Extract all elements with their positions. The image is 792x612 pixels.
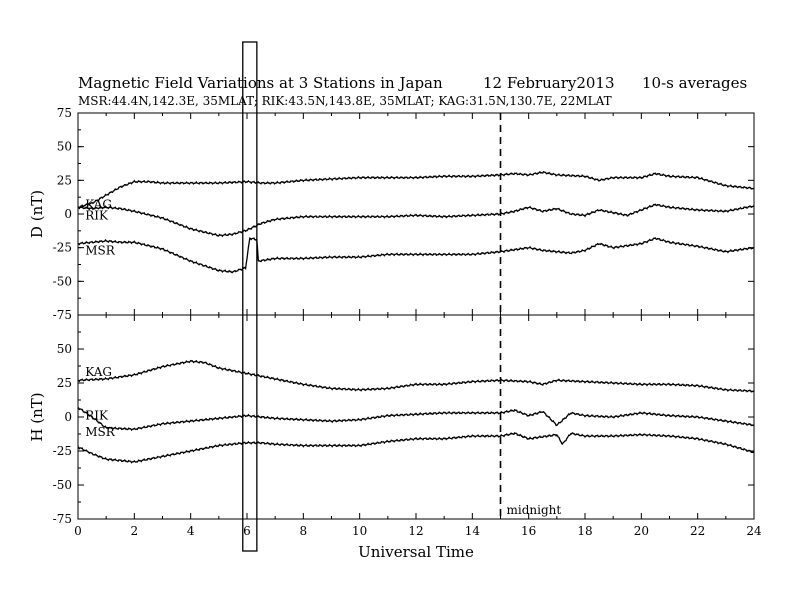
x-tick-label: 4	[187, 524, 195, 538]
y-tick-label: -50	[53, 478, 72, 492]
x-tick-label: 20	[634, 524, 649, 538]
y-tick-label: 50	[57, 140, 72, 154]
panel-frame-H	[77, 314, 755, 520]
series-line-D-kag	[78, 170, 754, 209]
stations-line: MSR:44.4N,142.3E, 35MLAT; RIK:43.5N,143.…	[78, 94, 612, 108]
averaging-label: 10-s averages	[642, 74, 747, 92]
highlight-box	[242, 41, 258, 552]
y-tick-label: -75	[53, 308, 72, 322]
series-label-H-kag: KAG	[85, 365, 112, 379]
x-tick-label: 2	[131, 524, 139, 538]
y-axis-label-D: D (nT)	[28, 190, 46, 238]
x-axis-label: Universal Time	[358, 543, 474, 561]
chart-title: Magnetic Field Variations at 3 Stations …	[78, 74, 443, 92]
chart-date: 12 February2013	[483, 74, 615, 92]
series-line-D-msr	[77, 237, 755, 274]
x-tick-label: 14	[465, 524, 481, 538]
y-tick-label: -25	[53, 444, 72, 458]
series-label-D-rik: RIK	[85, 208, 109, 222]
midnight-label: midnight	[507, 503, 562, 517]
x-tick-label: 0	[74, 524, 82, 538]
y-tick-label: 50	[57, 342, 72, 356]
y-tick-label: -75	[53, 512, 72, 526]
series-label-D-msr: MSR	[85, 243, 116, 257]
x-tick-label: 22	[690, 524, 705, 538]
x-tick-label: 6	[243, 524, 251, 538]
x-tick-label: 10	[352, 524, 367, 538]
series-label-H-msr: MSR	[85, 425, 116, 439]
y-axis-label-H: H (nT)	[28, 392, 46, 441]
series-line-H-kag	[77, 359, 754, 393]
series-line-H-rik	[77, 406, 755, 432]
x-tick-label: 8	[300, 524, 308, 538]
x-tick-label: 12	[408, 524, 423, 538]
y-tick-label: 25	[57, 173, 72, 187]
x-tick-label: 24	[746, 524, 762, 538]
y-tick-label: -25	[53, 241, 72, 255]
series-line-H-msr	[77, 431, 755, 464]
x-tick-label: 16	[521, 524, 536, 538]
series-label-H-rik: RIK	[85, 409, 109, 423]
x-tick-label: 18	[577, 524, 592, 538]
series-line-D-rik	[77, 203, 755, 238]
y-tick-label: -50	[53, 274, 72, 288]
y-tick-label: 25	[57, 376, 72, 390]
y-tick-label: 0	[64, 410, 72, 424]
y-tick-label: 0	[64, 207, 72, 221]
y-tick-label: 75	[57, 106, 72, 120]
